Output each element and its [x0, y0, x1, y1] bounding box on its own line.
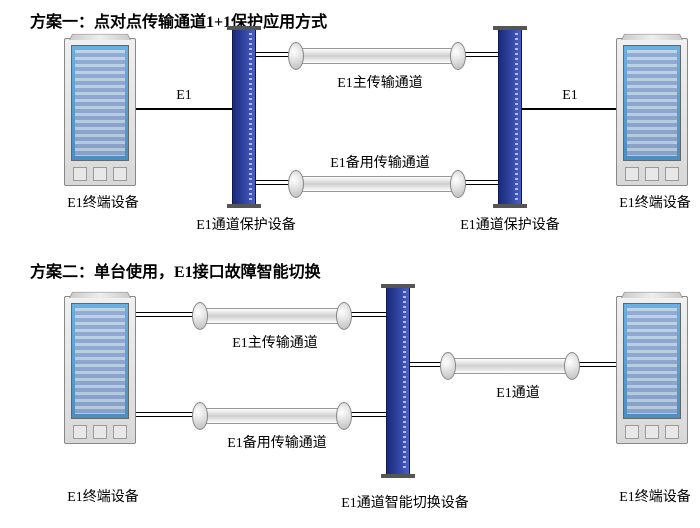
scheme1-right-protect-label: E1通道保护设备	[440, 214, 580, 234]
line	[462, 52, 498, 57]
scheme1-main-channel-pipe	[288, 42, 466, 70]
scheme2-right-channel-label: E1通道	[478, 382, 558, 402]
scheme2-switch-device-label: E1通道智能切换设备	[320, 492, 490, 512]
scheme1-left-link-label: E1	[164, 88, 204, 104]
scheme2-main-channel-label: E1主传输通道	[200, 332, 350, 352]
scheme1-left-terminal-label: E1终端设备	[48, 192, 158, 212]
line	[348, 312, 386, 317]
scheme1-left-link-line	[136, 108, 232, 110]
scheme1-left-terminal	[64, 38, 136, 186]
scheme1-right-link-line	[522, 108, 616, 110]
line	[136, 312, 196, 317]
scheme2-title: 方案二：单台使用，E1接口故障智能切换	[30, 258, 321, 282]
scheme2-left-terminal	[64, 296, 136, 444]
scheme1-backup-channel-pipe	[288, 170, 466, 198]
line	[256, 180, 292, 185]
scheme1-left-protect-label: E1通道保护设备	[176, 214, 316, 234]
scheme2-right-terminal	[616, 296, 688, 444]
scheme2-left-terminal-label: E1终端设备	[48, 486, 158, 506]
line	[136, 412, 196, 417]
scheme2-main-channel-pipe	[192, 302, 352, 330]
line	[348, 412, 386, 417]
scheme1-left-protect-device	[232, 28, 256, 206]
scheme2-switch-device	[386, 286, 410, 476]
scheme1-right-terminal	[616, 38, 688, 186]
line	[410, 362, 444, 367]
scheme1-right-terminal-label: E1终端设备	[600, 192, 700, 212]
scheme1-main-channel-label: E1主传输通道	[310, 72, 450, 92]
scheme2-backup-channel-label: E1备用传输通道	[192, 432, 362, 452]
scheme2-right-channel-pipe	[440, 352, 580, 380]
line	[256, 52, 292, 57]
network-diagram: 方案一：点对点传输通道1+1保护应用方式 E1终端设备 E1终端设备 E1通道保…	[0, 0, 700, 528]
scheme2-backup-channel-pipe	[192, 402, 352, 430]
scheme2-right-terminal-label: E1终端设备	[600, 486, 700, 506]
line	[462, 180, 498, 185]
line	[576, 362, 616, 367]
scheme1-right-protect-device	[498, 28, 522, 206]
scheme1-backup-channel-label: E1备用传输通道	[300, 152, 460, 172]
scheme1-right-link-label: E1	[550, 88, 590, 104]
scheme1-title: 方案一：点对点传输通道1+1保护应用方式	[30, 8, 327, 32]
